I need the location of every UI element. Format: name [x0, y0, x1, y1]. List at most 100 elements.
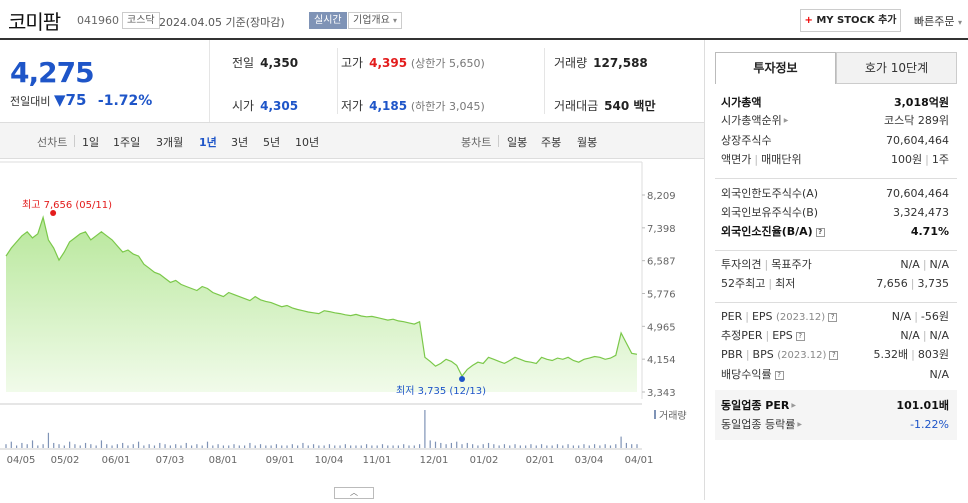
trade-amount: 540 백만	[604, 99, 656, 113]
add-mystock-button[interactable]: + MY STOCK 추가	[800, 9, 901, 32]
volume-bar	[238, 445, 240, 448]
candle-monthly[interactable]: 월봉	[577, 136, 598, 149]
volume-bar	[196, 444, 198, 448]
x-tick-label: 02/01	[526, 455, 555, 466]
volume-bar	[69, 441, 71, 448]
volume-bar	[535, 445, 537, 448]
help-icon[interactable]: ?	[795, 332, 805, 341]
volume-bar	[413, 445, 415, 448]
volume-bar	[355, 445, 357, 448]
market-cap-rank-row[interactable]: 시가총액순위 ▶ 코스닥 289위	[721, 114, 949, 127]
collapse-chart-button[interactable]: ︿	[334, 487, 374, 499]
change-value: 75	[65, 91, 87, 109]
realtime-badge[interactable]: 실시간	[309, 12, 347, 29]
volume-bar	[180, 445, 182, 448]
volume-bar	[583, 444, 585, 448]
volume-bar	[106, 444, 108, 448]
period-1y[interactable]: 1년	[199, 136, 217, 149]
volume-bar	[482, 444, 484, 448]
period-1w[interactable]: 1주일	[113, 136, 141, 149]
period-3m[interactable]: 3개월	[156, 136, 184, 149]
volume-bar	[228, 445, 230, 448]
volume-bar	[206, 441, 209, 448]
tab-orderbook[interactable]: 호가 10단계	[836, 52, 957, 84]
divider	[544, 48, 545, 114]
volume-bar	[164, 444, 166, 448]
period-5y[interactable]: 5년	[263, 136, 281, 149]
period-10y[interactable]: 10년	[295, 136, 320, 149]
candle-daily[interactable]: 일봉	[507, 136, 528, 149]
caret-right-icon: ▶	[791, 402, 796, 409]
volume-bar	[42, 444, 44, 448]
volume-bar	[21, 442, 23, 448]
foreign-limit-row: 외국인한도주식수(A) 70,604,464	[721, 187, 949, 200]
chevron-down-icon: ▾	[957, 18, 962, 27]
divider	[715, 250, 957, 251]
volume-bar	[79, 445, 81, 448]
volume-bar	[318, 445, 320, 448]
stock-header: 코미팜 041960 코스닥 2024.04.05 기준(장마감) 실시간 기업…	[0, 0, 968, 40]
candle-chart-label: 봉차트	[461, 136, 492, 149]
volume-bar	[143, 445, 145, 448]
x-tick-label: 04/01	[625, 455, 654, 466]
industry-rate-row[interactable]: 동일업종 등락률 ▶ -1.22%	[721, 418, 949, 431]
foreign-ratio-row: 외국인소진율(B/A)? 4.71%	[721, 225, 949, 238]
volume-bar	[434, 441, 437, 448]
pbr-bps-row: PBR | BPS (2023.12)? 5.32배 | 803원	[721, 348, 949, 361]
volume-bar	[286, 445, 288, 448]
volume-bar	[593, 444, 596, 448]
date-text: 2024.04.05 기준(장마감)	[159, 16, 285, 29]
x-tick-label: 11/01	[363, 455, 392, 466]
volume-bar	[31, 440, 34, 448]
stock-code: 041960	[77, 14, 119, 27]
volume-bar	[153, 445, 156, 448]
price-chart[interactable]: 8,209 7,398 6,587 5,776 4,965 4,154 3,343 최고 7…	[0, 159, 704, 500]
period-bar: 선차트 1일 1주일 3개월 1년 3년 5년 10년 봉차트 일봉 주봉 월봉	[0, 122, 704, 159]
help-icon[interactable]: ?	[828, 313, 838, 322]
price-chart-svg: 8,209 7,398 6,587 5,776 4,965 4,154 3,343 최고 7…	[0, 161, 687, 466]
low-price: 4,185	[369, 99, 408, 113]
volume-bar	[291, 444, 293, 448]
volume-bar	[16, 445, 18, 448]
industry-per-row[interactable]: 동일업종 PER ▶ 101.01배	[721, 399, 949, 412]
volume-bar	[636, 444, 638, 448]
volume-bar	[429, 440, 431, 448]
plus-icon: +	[804, 15, 813, 26]
volume-bar	[111, 445, 113, 448]
volume-bar	[275, 444, 278, 448]
volume-bar	[159, 442, 161, 448]
volume-bar	[472, 444, 474, 448]
low-marker	[459, 376, 466, 382]
x-tick-label: 09/01	[266, 455, 295, 466]
prev-close: 4,350	[260, 56, 299, 70]
period-3y[interactable]: 3년	[231, 136, 249, 149]
volume-bar	[440, 442, 442, 448]
volume-bar	[53, 442, 55, 448]
volume-bar	[620, 436, 622, 448]
volume-bar	[397, 445, 399, 448]
company-overview-button[interactable]: 기업개요 ▾	[348, 12, 403, 29]
per-eps-row: PER | EPS (2023.12)? N/A | -56원	[721, 310, 949, 323]
volume-bar	[212, 445, 214, 448]
week52-row: 52주최고 | 최저 7,656 | 3,735	[721, 277, 949, 290]
volume-bar	[381, 444, 384, 448]
tab-investment-info[interactable]: 투자정보	[715, 52, 836, 84]
price-line	[5, 215, 638, 378]
divider	[74, 135, 75, 147]
period-1d[interactable]: 1일	[82, 136, 100, 149]
volume: 127,588	[593, 56, 648, 70]
chevron-up-icon: ︿	[350, 488, 358, 497]
y-tick-label: 3,343	[647, 388, 676, 399]
help-icon[interactable]: ?	[829, 351, 839, 360]
volume-bar	[525, 445, 527, 448]
volume-bar	[63, 445, 65, 448]
help-icon[interactable]: ?	[774, 371, 784, 380]
volume-bar	[519, 445, 521, 448]
y-axis: 8,209 7,398 6,587 5,776 4,965 4,154 3,343	[642, 191, 676, 399]
volume-bar	[588, 445, 590, 448]
candle-weekly[interactable]: 주봉	[541, 136, 562, 149]
help-icon[interactable]: ?	[815, 228, 825, 237]
volume-bar	[148, 444, 150, 448]
volume-bar	[556, 444, 559, 448]
quick-order-button[interactable]: 빠른주문 ▾	[914, 15, 962, 28]
